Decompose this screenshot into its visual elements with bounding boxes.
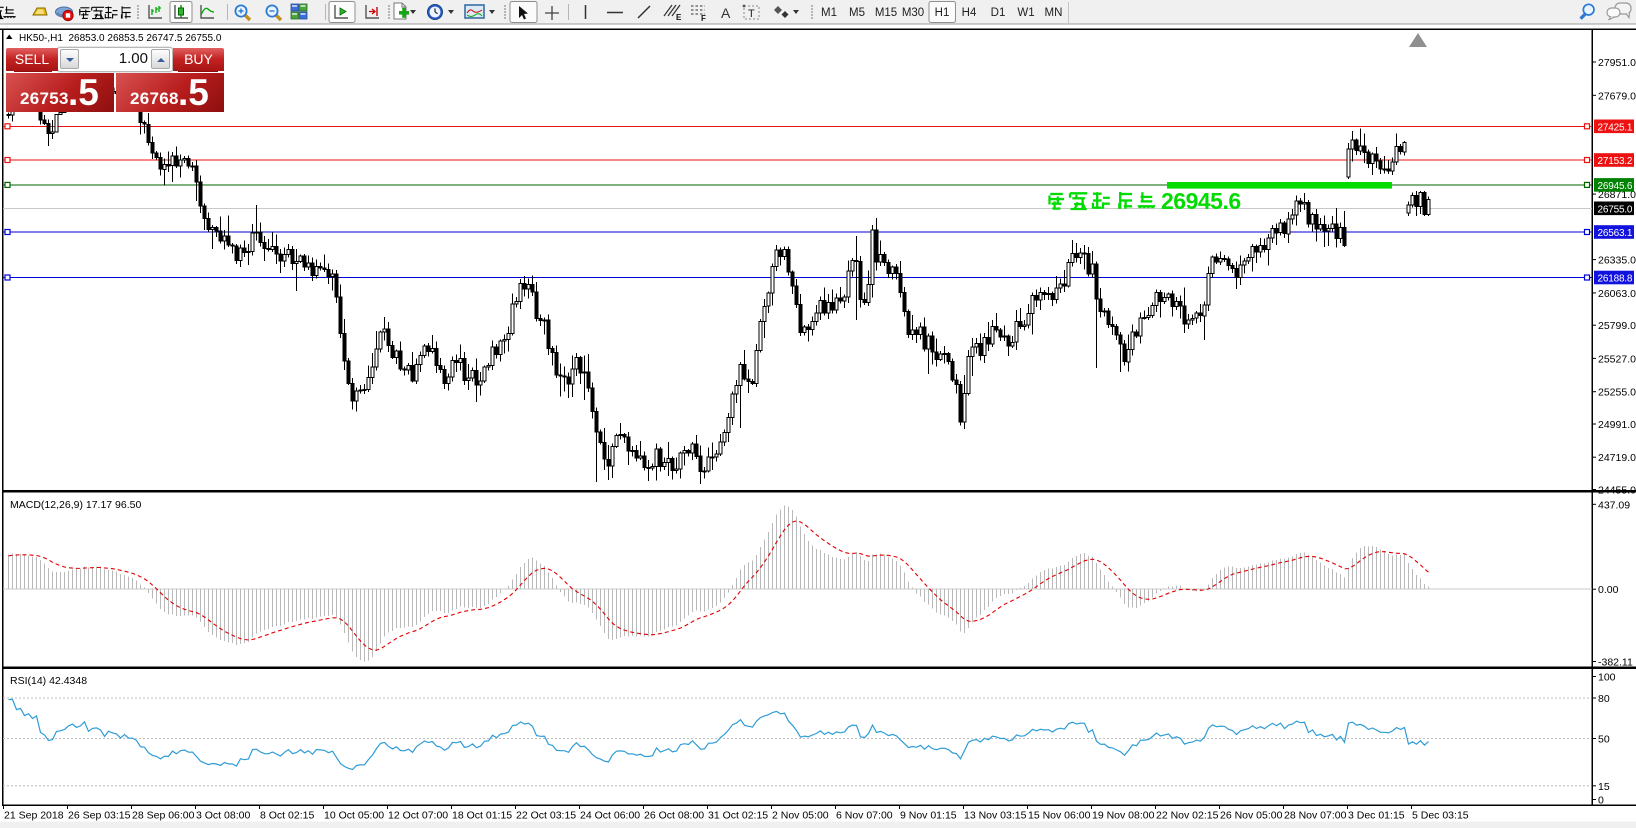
- svg-text:15 Nov 06:00: 15 Nov 06:00: [1028, 810, 1091, 822]
- svg-text:10 Oct 05:00: 10 Oct 05:00: [324, 810, 384, 822]
- svg-text:24991.0: 24991.0: [1598, 419, 1636, 431]
- svg-text:26 Sep 03:15: 26 Sep 03:15: [68, 810, 131, 822]
- svg-text:22 Nov 02:15: 22 Nov 02:15: [1156, 810, 1219, 822]
- svg-text:27153.2: 27153.2: [1598, 156, 1633, 167]
- svg-text:27951.0: 27951.0: [1598, 57, 1636, 69]
- svg-text:19 Nov 08:00: 19 Nov 08:00: [1092, 810, 1155, 822]
- svg-text:MN: MN: [1045, 7, 1063, 19]
- svg-text:26063.0: 26063.0: [1598, 288, 1636, 300]
- svg-text:M15: M15: [875, 7, 897, 19]
- svg-text:M30: M30: [902, 7, 924, 19]
- svg-text:80: 80: [1598, 693, 1610, 705]
- svg-text:100: 100: [1598, 672, 1616, 684]
- svg-text:25799.0: 25799.0: [1598, 320, 1636, 332]
- svg-text:437.09: 437.09: [1598, 499, 1630, 511]
- svg-text:T: T: [748, 8, 755, 20]
- svg-text:27679.0: 27679.0: [1598, 90, 1636, 102]
- svg-text:H4: H4: [962, 7, 977, 19]
- svg-text:M1: M1: [821, 7, 837, 19]
- svg-text:0.00: 0.00: [1598, 584, 1619, 596]
- svg-text:26188.8: 26188.8: [1598, 274, 1633, 285]
- svg-text:MACD(12,26,9) 17.17 96.50: MACD(12,26,9) 17.17 96.50: [10, 499, 141, 511]
- svg-text:28 Sep 06:00: 28 Sep 06:00: [132, 810, 195, 822]
- svg-text:6 Nov 07:00: 6 Nov 07:00: [836, 810, 893, 822]
- svg-text:-382.11: -382.11: [1598, 657, 1633, 669]
- svg-text:50: 50: [1598, 734, 1610, 746]
- svg-text:3 Oct 08:00: 3 Oct 08:00: [196, 810, 250, 822]
- svg-text:13 Nov 03:15: 13 Nov 03:15: [964, 810, 1027, 822]
- svg-text:25527.0: 25527.0: [1598, 353, 1636, 365]
- svg-text:26 Oct 08:00: 26 Oct 08:00: [644, 810, 704, 822]
- svg-text:F: F: [701, 14, 706, 23]
- svg-text:8 Oct 02:15: 8 Oct 02:15: [260, 810, 314, 822]
- svg-text:M5: M5: [849, 7, 865, 19]
- svg-text:24719.0: 24719.0: [1598, 452, 1636, 464]
- svg-text:25255.0: 25255.0: [1598, 387, 1636, 399]
- svg-text:0: 0: [1598, 795, 1604, 807]
- svg-text:RSI(14) 42.4348: RSI(14) 42.4348: [10, 675, 87, 687]
- svg-text:28 Nov 07:00: 28 Nov 07:00: [1284, 810, 1347, 822]
- svg-text:H1: H1: [935, 7, 950, 19]
- svg-text:12 Oct 07:00: 12 Oct 07:00: [388, 810, 448, 822]
- svg-text:26945.6: 26945.6: [1161, 188, 1241, 214]
- svg-text:5 Dec 03:15: 5 Dec 03:15: [1412, 810, 1469, 822]
- svg-text:9 Nov 01:15: 9 Nov 01:15: [900, 810, 957, 822]
- svg-text:26945.6: 26945.6: [1598, 181, 1633, 192]
- svg-text:3 Dec 01:15: 3 Dec 01:15: [1348, 810, 1405, 822]
- svg-text:31 Oct 02:15: 31 Oct 02:15: [708, 810, 768, 822]
- svg-text:22 Oct 03:15: 22 Oct 03:15: [516, 810, 576, 822]
- svg-text:26 Nov 05:00: 26 Nov 05:00: [1220, 810, 1283, 822]
- svg-text:HK50-,H1 26853.0 26853.5 2674: HK50-,H1 26853.0 26853.5 26747.5 26755.0: [19, 33, 222, 44]
- svg-text:A: A: [721, 5, 731, 21]
- svg-text:D1: D1: [991, 7, 1006, 19]
- svg-text:26563.1: 26563.1: [1598, 228, 1633, 239]
- svg-text:27425.1: 27425.1: [1598, 123, 1633, 134]
- svg-text:15: 15: [1598, 781, 1610, 793]
- svg-text:E: E: [676, 13, 682, 22]
- svg-text:2 Nov 05:00: 2 Nov 05:00: [772, 810, 829, 822]
- svg-text:21 Sep 2018: 21 Sep 2018: [4, 810, 64, 822]
- svg-text:24 Oct 06:00: 24 Oct 06:00: [580, 810, 640, 822]
- svg-text:26871.0: 26871.0: [1598, 189, 1636, 201]
- svg-text:18 Oct 01:15: 18 Oct 01:15: [452, 810, 512, 822]
- svg-text:26755.0: 26755.0: [1598, 205, 1633, 216]
- svg-text:W1: W1: [1017, 7, 1034, 19]
- svg-text:24455.0: 24455.0: [1598, 485, 1636, 497]
- svg-text:26335.0: 26335.0: [1598, 255, 1636, 267]
